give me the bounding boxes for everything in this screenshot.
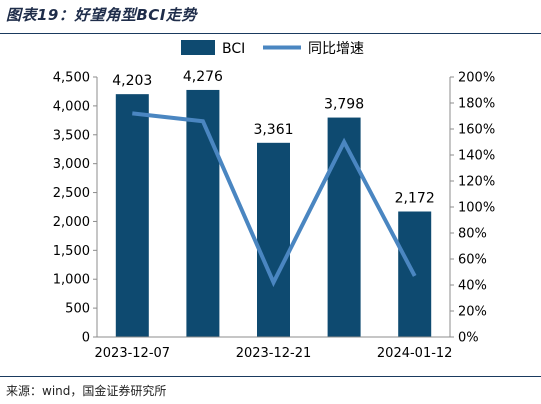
bar — [327, 117, 361, 337]
legend-swatch-bci — [181, 40, 215, 55]
y-right-tick-label: 40% — [458, 279, 487, 294]
y-right-tick-label: 60% — [458, 253, 487, 268]
bar — [186, 89, 220, 337]
bar — [115, 94, 149, 337]
bar-data-label: 4,276 — [183, 69, 223, 85]
y-right-tick-label: 100% — [458, 201, 495, 216]
y-left-tick-label: 3,000 — [53, 157, 90, 172]
title-rule — [0, 33, 541, 34]
y-left-tick-label: 3,500 — [53, 128, 90, 143]
y-left-tick-label: 2,500 — [53, 186, 90, 201]
y-left-tick-label: 500 — [65, 302, 90, 317]
y-left-tick-label: 1,500 — [53, 244, 90, 259]
x-tick-label: 2023-12-07 — [95, 346, 171, 361]
bar-data-label: 4,203 — [112, 73, 152, 89]
bar-data-label: 3,361 — [253, 122, 293, 138]
y-right-tick-label: 0% — [458, 331, 479, 346]
y-right-tick-label: 20% — [458, 305, 487, 320]
figure-title: 图表19：好望角型BCI走势 — [6, 6, 197, 24]
legend-label-growth: 同比增速 — [308, 41, 364, 57]
y-left-tick-label: 4,000 — [53, 99, 90, 114]
y-right-tick-label: 200% — [458, 71, 495, 86]
y-left-tick-label: 0 — [82, 331, 90, 346]
y-left-tick-label: 1,000 — [53, 273, 90, 288]
source-rule — [0, 376, 541, 377]
y-right-tick-label: 180% — [458, 97, 495, 112]
bar-data-label: 2,172 — [395, 191, 435, 207]
y-left-tick-label: 4,500 — [53, 71, 90, 86]
y-right-tick-label: 160% — [458, 123, 495, 138]
legend-label-bci: BCI — [222, 41, 245, 57]
y-left-tick-label: 2,000 — [53, 215, 90, 230]
bar — [257, 142, 290, 337]
y-right-tick-label: 80% — [458, 227, 487, 242]
x-tick-label: 2024-01-12 — [377, 346, 453, 361]
x-tick-label: 2023-12-21 — [236, 346, 312, 361]
y-right-tick-label: 120% — [458, 175, 495, 190]
y-right-tick-label: 140% — [458, 149, 495, 164]
bar-data-label: 3,798 — [324, 97, 364, 113]
source-note: 来源：wind，国金证券研究所 — [6, 384, 167, 398]
